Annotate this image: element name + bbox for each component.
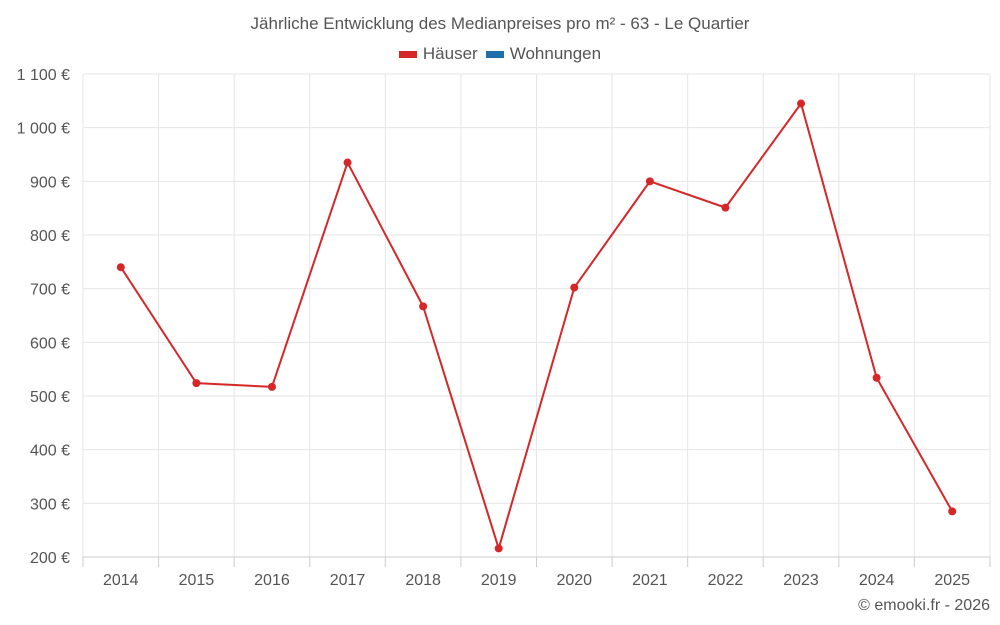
x-tick-label: 2017: [330, 572, 366, 589]
y-tick-label: 1 000 €: [17, 121, 70, 138]
x-tick-label: 2014: [103, 572, 139, 589]
x-tick-label: 2019: [481, 572, 517, 589]
legend-item-haeuser[interactable]: Häuser: [398, 44, 478, 64]
y-tick-label: 400 €: [30, 443, 70, 460]
x-tick-label: 2015: [179, 572, 215, 589]
data-point[interactable]: 2020: 702: [570, 283, 579, 292]
legend-item-wohnungen[interactable]: Wohnungen: [485, 44, 602, 64]
x-tick-label: 2016: [254, 572, 290, 589]
chart-title: Jährliche Entwicklung des Medianpreises …: [250, 14, 750, 33]
data-point[interactable]: 2017: 935: [343, 158, 352, 167]
series-layer: 2014: 740 2015: 524 2016: 517 2017: 935 2018…: [116, 99, 957, 553]
y-tick-label: 300 €: [30, 496, 70, 513]
x-tick-label: 2018: [405, 572, 441, 589]
x-tick-label: 2021: [632, 572, 668, 589]
data-point[interactable]: 2023: 1045: [797, 99, 806, 108]
legend-label-wohnungen: Wohnungen: [509, 44, 602, 63]
grid-layer: [82, 73, 991, 558]
y-tick-label: 900 €: [30, 174, 70, 191]
data-point[interactable]: 2024: 534: [872, 373, 881, 382]
x-tick-label: 2025: [934, 572, 970, 589]
y-tick-label: 600 €: [30, 335, 70, 352]
legend-swatch-wohnungen: [485, 50, 504, 58]
data-point[interactable]: 2025: 285: [948, 507, 957, 516]
x-tick-label: 2024: [859, 572, 895, 589]
series-line-0: [119, 102, 954, 550]
data-point[interactable]: 2016: 517: [267, 382, 276, 391]
data-point[interactable]: 2022: 851: [721, 203, 730, 212]
credit-text: © emooki.fr - 2026: [858, 597, 990, 614]
legend-swatch-haeuser: [398, 50, 417, 58]
x-tick-label: 2020: [556, 572, 592, 589]
y-tick-label: 200 €: [30, 550, 70, 567]
y-tick-label: 800 €: [30, 228, 70, 245]
x-tick-label: 2022: [708, 572, 744, 589]
data-point[interactable]: 2015: 524: [192, 379, 201, 388]
axis-layer: 200 € 300 € 400 € 500 € 600 € 700 € 800 € 900 €…: [17, 67, 991, 589]
chart-legend: Häuser Wohnungen: [0, 44, 1000, 64]
data-point[interactable]: 2021: 900: [645, 177, 654, 186]
data-point[interactable]: 2019: 216: [494, 544, 503, 553]
y-tick-label: 700 €: [30, 282, 70, 299]
legend-label-haeuser: Häuser: [422, 44, 478, 63]
data-point[interactable]: 2018: 667: [419, 302, 428, 311]
data-point[interactable]: 2014: 740: [116, 263, 125, 272]
y-tick-label: 1 100 €: [17, 67, 70, 84]
x-tick-label: 2023: [783, 572, 819, 589]
y-tick-label: 500 €: [30, 389, 70, 406]
